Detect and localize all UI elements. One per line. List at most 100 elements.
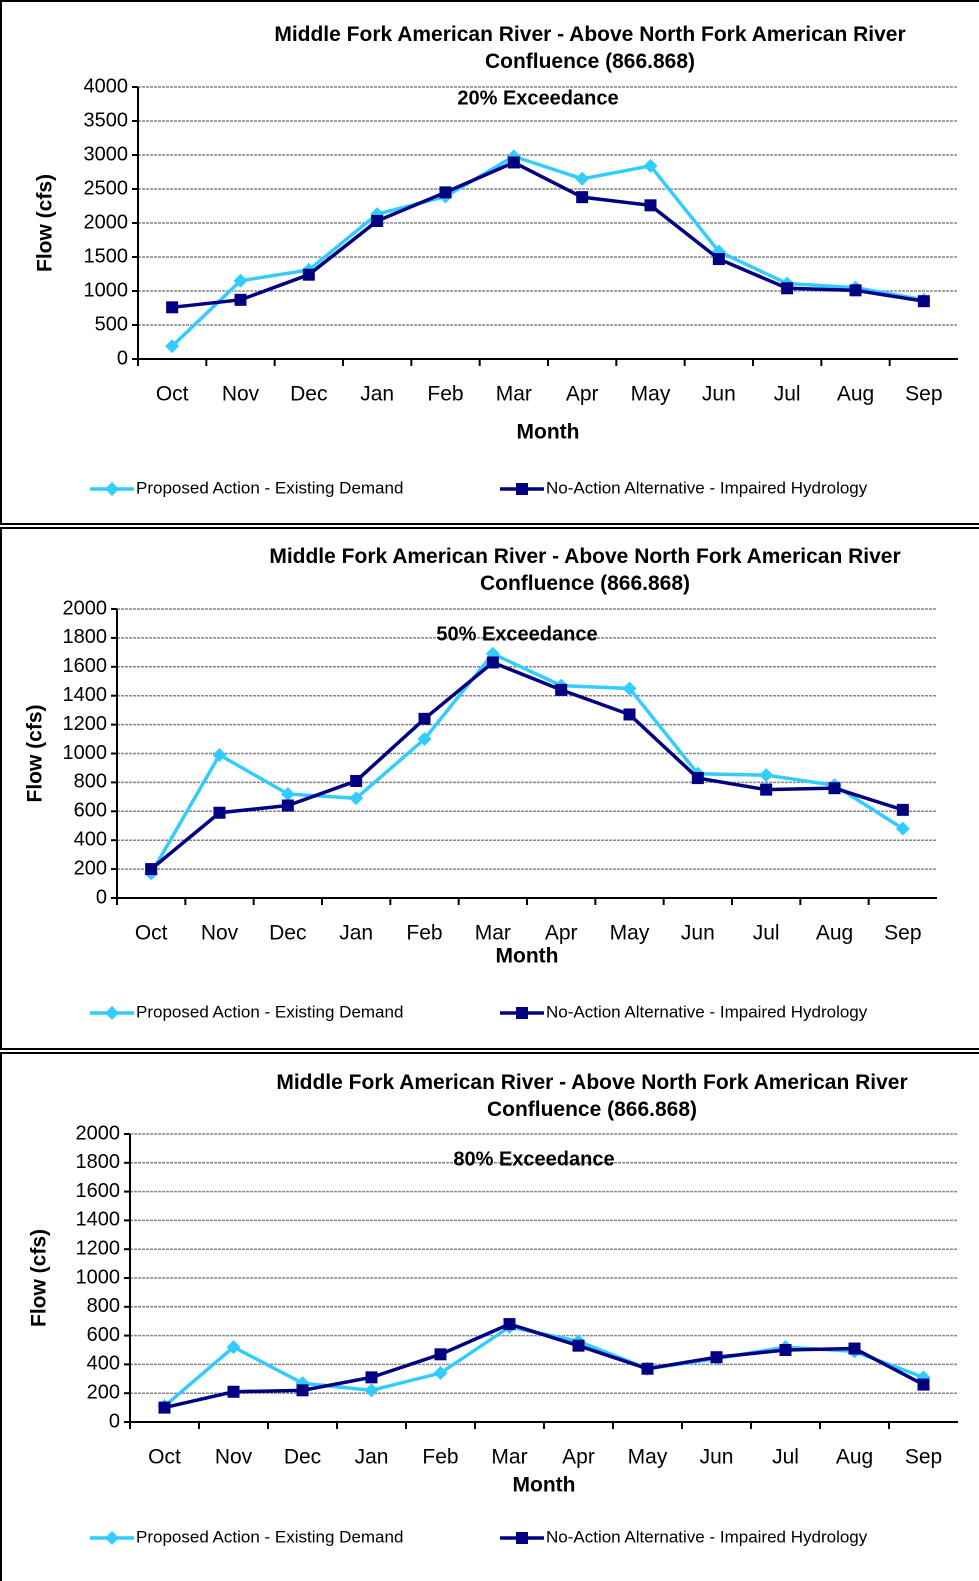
y-axis-label: Flow (cfs) bbox=[24, 705, 47, 803]
series-line bbox=[150, 660, 904, 871]
x-tick-label: Nov bbox=[215, 1446, 253, 1469]
x-tick-label: Sep bbox=[905, 383, 942, 406]
y-axis-label: Flow (cfs) bbox=[28, 1229, 51, 1327]
x-tick-label: Oct bbox=[135, 922, 168, 945]
legend-label: No-Action Alternative - Impaired Hydrolo… bbox=[546, 1002, 868, 1021]
x-tick-label: Nov bbox=[222, 383, 260, 406]
y-tick-label: 1500 bbox=[84, 245, 129, 267]
y-tick-label: 3500 bbox=[84, 109, 129, 131]
marker bbox=[302, 268, 315, 281]
marker bbox=[371, 214, 384, 227]
x-tick-label: Jun bbox=[700, 1446, 734, 1469]
series-line bbox=[170, 154, 925, 348]
marker bbox=[105, 1531, 119, 1545]
marker bbox=[781, 282, 794, 295]
marker bbox=[576, 191, 589, 204]
series-line bbox=[149, 651, 904, 875]
marker bbox=[439, 186, 452, 199]
x-tick-label: Aug bbox=[816, 922, 853, 945]
marker bbox=[503, 1318, 516, 1331]
y-tick-label: 600 bbox=[87, 1324, 120, 1346]
subtitle: 20% Exceedance bbox=[457, 87, 618, 109]
legend-label: Proposed Action - Existing Demand bbox=[136, 1527, 403, 1546]
y-tick-label: 1800 bbox=[76, 1151, 121, 1173]
marker bbox=[760, 783, 773, 796]
legend-label: No-Action Alternative - Impaired Hydrolo… bbox=[546, 1527, 868, 1546]
x-tick-label: Jan bbox=[360, 383, 394, 406]
x-tick-label: Jan bbox=[339, 922, 373, 945]
marker bbox=[516, 483, 528, 495]
x-tick-label: Oct bbox=[148, 1446, 181, 1469]
marker bbox=[710, 1351, 723, 1364]
y-tick-label: 200 bbox=[87, 1381, 120, 1403]
subtitle: 80% Exceedance bbox=[453, 1148, 614, 1170]
marker bbox=[105, 482, 119, 496]
y-tick-label: 500 bbox=[95, 313, 128, 335]
marker bbox=[227, 1385, 240, 1398]
chart-title: Middle Fork American River - Above North… bbox=[274, 23, 906, 73]
x-tick-label: Dec bbox=[290, 383, 327, 406]
marker bbox=[917, 1378, 930, 1391]
y-tick-label: 1000 bbox=[84, 279, 129, 301]
x-tick-label: Feb bbox=[427, 383, 463, 406]
x-tick-label: Apr bbox=[545, 922, 578, 945]
marker bbox=[895, 821, 910, 836]
x-tick-label: Apr bbox=[566, 383, 599, 406]
x-axis-label: Month bbox=[513, 1474, 576, 1497]
marker bbox=[641, 1362, 654, 1375]
y-axis-label: Flow (cfs) bbox=[34, 174, 57, 272]
marker bbox=[848, 1342, 861, 1355]
y-tick-label: 2000 bbox=[63, 597, 108, 619]
marker bbox=[516, 1007, 528, 1019]
legend-label: Proposed Action - Existing Demand bbox=[136, 1002, 403, 1021]
series-line bbox=[171, 160, 925, 310]
x-tick-label: May bbox=[628, 1446, 668, 1469]
panel-border bbox=[0, 0, 979, 525]
marker bbox=[712, 253, 725, 266]
y-tick-label: 1600 bbox=[76, 1180, 121, 1202]
x-tick-label: Jun bbox=[681, 922, 715, 945]
x-axis-label: Month bbox=[517, 421, 580, 444]
marker bbox=[555, 683, 568, 696]
y-tick-label: 800 bbox=[74, 771, 107, 793]
marker bbox=[350, 774, 363, 787]
chart-title: Middle Fork American River - Above North… bbox=[276, 1071, 908, 1121]
marker bbox=[433, 1366, 448, 1381]
marker bbox=[166, 301, 179, 314]
marker bbox=[418, 712, 431, 725]
y-tick-label: 2000 bbox=[84, 211, 129, 233]
x-tick-label: Mar bbox=[496, 383, 532, 406]
marker bbox=[364, 1383, 379, 1398]
x-tick-label: Dec bbox=[269, 922, 306, 945]
marker bbox=[281, 799, 294, 812]
y-tick-label: 2500 bbox=[84, 177, 129, 199]
marker bbox=[296, 1384, 309, 1397]
x-tick-label: Mar bbox=[491, 1446, 527, 1469]
x-tick-label: Aug bbox=[837, 383, 874, 406]
marker bbox=[896, 803, 909, 816]
marker bbox=[622, 681, 637, 696]
y-tick-label: 1400 bbox=[63, 684, 108, 706]
marker bbox=[917, 295, 930, 308]
marker bbox=[165, 339, 180, 354]
marker bbox=[575, 171, 590, 186]
marker bbox=[349, 791, 364, 806]
y-tick-label: 1200 bbox=[76, 1237, 121, 1259]
marker bbox=[516, 1532, 528, 1544]
panel-border bbox=[0, 1052, 979, 1581]
y-tick-label: 400 bbox=[74, 828, 107, 850]
marker bbox=[105, 1006, 119, 1020]
marker bbox=[280, 786, 295, 801]
marker bbox=[849, 284, 862, 297]
x-tick-label: Nov bbox=[201, 922, 239, 945]
y-tick-label: 1600 bbox=[63, 655, 108, 677]
marker bbox=[158, 1401, 171, 1414]
x-tick-label: Feb bbox=[422, 1446, 458, 1469]
marker bbox=[226, 1340, 241, 1355]
marker bbox=[212, 747, 227, 762]
marker bbox=[213, 806, 226, 819]
x-tick-label: Feb bbox=[406, 922, 442, 945]
legend-label: Proposed Action - Existing Demand bbox=[136, 478, 403, 497]
y-tick-label: 1800 bbox=[63, 626, 108, 648]
